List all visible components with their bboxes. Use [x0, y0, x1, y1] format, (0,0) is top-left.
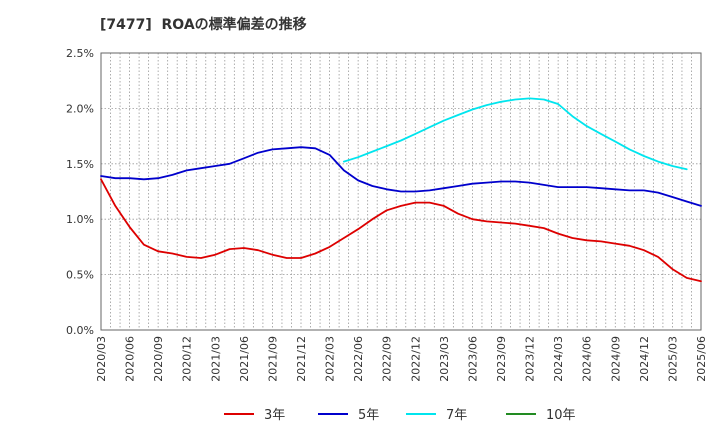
- x-tick-label: 2022/06: [352, 336, 365, 382]
- plot-border: [100, 52, 702, 331]
- x-tick-label: 2020/12: [181, 336, 194, 382]
- y-tick-label: 0.0%: [66, 324, 94, 337]
- y-tick-label: 0.5%: [66, 269, 94, 282]
- y-tick-label: 2.0%: [66, 102, 94, 115]
- x-tick-label: 2024/06: [581, 336, 594, 382]
- x-tick-label: 2025/06: [695, 336, 708, 382]
- x-tick-label: 2022/03: [324, 336, 337, 382]
- y-tick-label: 1.5%: [66, 158, 94, 171]
- x-tick-label: 2024/12: [638, 336, 651, 382]
- series-line-5年: [100, 146, 702, 207]
- legend-label-10年: 10年: [546, 408, 576, 423]
- x-tick-label: 2021/06: [238, 336, 251, 382]
- x-tick-label: 2023/09: [495, 336, 508, 382]
- x-tick-label: 2025/03: [666, 336, 679, 382]
- x-tick-label: 2022/12: [409, 336, 422, 382]
- y-tick-label: 1.0%: [66, 213, 94, 226]
- x-tick-label: 2023/03: [438, 336, 451, 382]
- x-tick-label: 2020/03: [95, 336, 108, 382]
- x-tick-label: 2022/09: [381, 336, 394, 382]
- x-tick-label: 2020/09: [152, 336, 165, 382]
- chart-title: [7477] ROAの標準偏差の推移: [100, 17, 307, 33]
- x-tick-label: 2020/06: [124, 336, 137, 382]
- x-tick-label: 2023/06: [466, 336, 479, 382]
- legend-label-3年: 3年: [264, 408, 285, 423]
- series-line-7年: [343, 97, 688, 171]
- x-tick-label: 2021/03: [209, 336, 222, 382]
- series-line-3年: [100, 178, 702, 283]
- legend-label-7年: 7年: [446, 408, 467, 423]
- x-tick-label: 2024/09: [609, 336, 622, 382]
- x-tick-label: 2021/09: [266, 336, 279, 382]
- legend-label-5年: 5年: [358, 408, 379, 423]
- x-tick-label: 2021/12: [295, 336, 308, 382]
- x-tick-label: 2023/12: [524, 336, 537, 382]
- y-tick-label: 2.5%: [66, 47, 94, 60]
- x-tick-label: 2024/03: [552, 336, 565, 382]
